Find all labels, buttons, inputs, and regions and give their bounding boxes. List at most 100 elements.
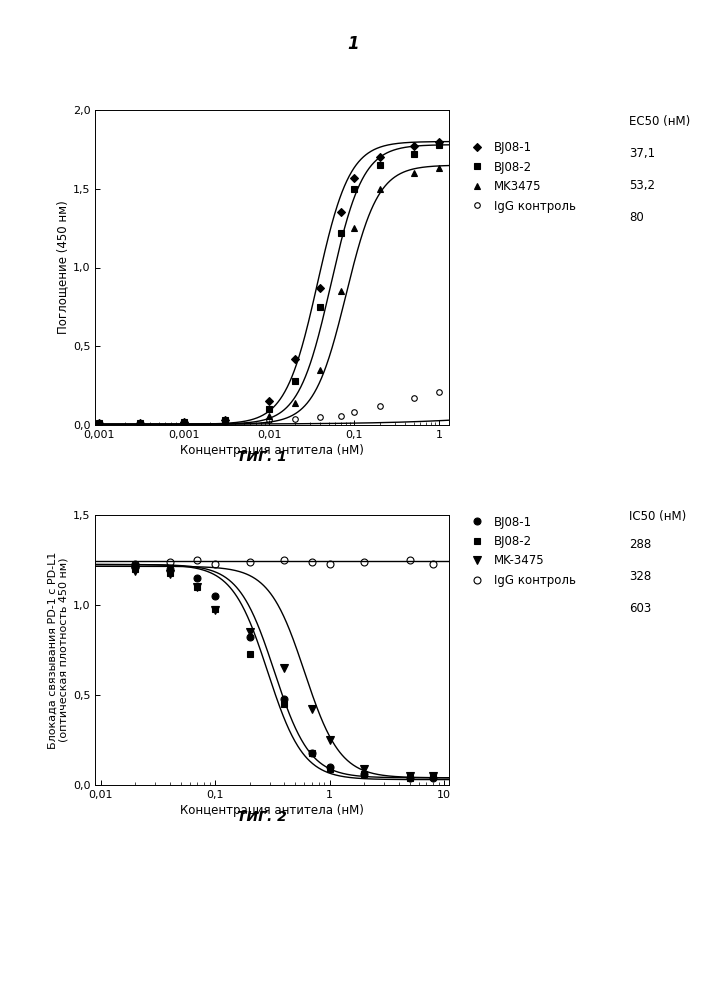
ВЈ08-1 xyxy=(325,761,334,773)
ВЈ08-2 xyxy=(180,416,189,428)
X-axis label: Концентрация антитела (нМ): Концентрация антитела (нМ) xyxy=(180,804,364,817)
ВЈ08-1 xyxy=(131,559,139,571)
ВЈ08-2 xyxy=(280,698,288,710)
ВЈ08-1 xyxy=(221,414,229,426)
IgG контроль xyxy=(136,417,144,429)
ВЈ08-1 xyxy=(193,572,201,584)
ВЈ08-2 xyxy=(136,417,144,429)
Line: ВЈ08-1: ВЈ08-1 xyxy=(97,139,442,426)
МK3475 xyxy=(435,162,443,174)
ВЈ08-1 xyxy=(316,282,325,294)
МK-3475 xyxy=(211,604,219,616)
МK3475 xyxy=(221,414,229,426)
Line: МK-3475: МK-3475 xyxy=(131,567,437,780)
Text: ΤИГ. 2: ΤИГ. 2 xyxy=(237,810,286,824)
IgG контроль xyxy=(131,558,139,570)
IgG контроль xyxy=(337,410,345,422)
Y-axis label: Блокада связывания PD-1 с PD-L1
(оптическая плотность 450 нм): Блокада связывания PD-1 с PD-L1 (оптичес… xyxy=(47,551,69,749)
ВЈ08-2 xyxy=(95,417,104,429)
ВЈ08-1 xyxy=(265,395,274,407)
ВЈ08-2 xyxy=(308,747,316,759)
МK3475 xyxy=(95,417,104,429)
МK3475 xyxy=(409,167,418,179)
МK-3475 xyxy=(308,703,316,715)
МK3475 xyxy=(291,397,299,409)
МK-3475 xyxy=(406,770,414,782)
ВЈ08-2 xyxy=(350,183,358,195)
ВЈ08-2 xyxy=(325,763,334,775)
IgG контроль xyxy=(193,554,201,566)
ВЈ08-1 xyxy=(180,416,189,428)
ВЈ08-2 xyxy=(360,768,368,780)
Line: ВЈ08-2: ВЈ08-2 xyxy=(132,566,437,781)
ВЈ08-2 xyxy=(291,375,299,387)
IgG контроль xyxy=(406,554,414,566)
ВЈ08-2 xyxy=(375,159,384,171)
Y-axis label: Поглощение (450 нм): Поглощение (450 нм) xyxy=(56,201,69,334)
IgG контроль xyxy=(280,554,288,566)
ВЈ08-2 xyxy=(165,567,174,579)
ВЈ08-1 xyxy=(280,693,288,705)
Text: 1: 1 xyxy=(348,35,359,53)
МK3475 xyxy=(316,364,325,376)
IgG контроль xyxy=(245,556,254,568)
ВЈ08-2 xyxy=(211,603,219,615)
IgG контроль xyxy=(265,414,274,426)
ВЈ08-1 xyxy=(360,768,368,780)
IgG контроль xyxy=(180,417,189,429)
ВЈ08-1 xyxy=(409,140,418,152)
IgG контроль xyxy=(211,558,219,570)
ВЈ08-1 xyxy=(245,631,254,643)
ВЈ08-1 xyxy=(291,353,299,365)
МK3475 xyxy=(180,416,189,428)
IgG контроль xyxy=(308,556,316,568)
ВЈ08-2 xyxy=(131,563,139,575)
МK-3475 xyxy=(165,568,174,580)
IgG контроль xyxy=(291,413,299,425)
ВЈ08-2 xyxy=(409,148,418,160)
ВЈ08-1 xyxy=(375,151,384,163)
IgG контроль xyxy=(375,400,384,412)
IgG контроль xyxy=(409,392,418,404)
Text: 53,2: 53,2 xyxy=(629,178,655,192)
ВЈ08-2 xyxy=(245,648,254,660)
ВЈ08-1 xyxy=(165,563,174,575)
X-axis label: Концентрация антитела (нМ): Концентрация антитела (нМ) xyxy=(180,444,364,457)
Text: 288: 288 xyxy=(629,538,651,552)
Text: 603: 603 xyxy=(629,602,651,615)
IgG контроль xyxy=(429,558,438,570)
IgG контроль xyxy=(316,411,325,423)
МK3475 xyxy=(337,285,345,297)
МK-3475 xyxy=(245,626,254,638)
Text: 328: 328 xyxy=(629,570,651,584)
Line: ВЈ08-2: ВЈ08-2 xyxy=(97,142,442,426)
Text: ΤИГ. 1: ΤИГ. 1 xyxy=(237,450,286,464)
ВЈ08-2 xyxy=(337,227,345,239)
ВЈ08-2 xyxy=(265,403,274,415)
Line: МK3475: МK3475 xyxy=(97,165,442,426)
ВЈ08-1 xyxy=(350,172,358,184)
ВЈ08-2 xyxy=(316,301,325,313)
ВЈ08-1 xyxy=(337,206,345,218)
ВЈ08-2 xyxy=(221,414,229,426)
Text: EC50 (нМ): EC50 (нМ) xyxy=(629,115,691,128)
IgG контроль xyxy=(95,417,104,429)
МK3475 xyxy=(265,410,274,422)
IgG контроль xyxy=(350,406,358,418)
ВЈ08-1 xyxy=(429,772,438,784)
IgG контроль xyxy=(435,386,443,398)
IgG контроль xyxy=(221,416,229,428)
МK3475 xyxy=(375,183,384,195)
МK-3475 xyxy=(429,770,438,782)
Legend: ВЈ08-1, ВЈ08-2, МK-3475, IgG контроль: ВЈ08-1, ВЈ08-2, МK-3475, IgG контроль xyxy=(465,516,575,587)
Legend: ВЈ08-1, ВЈ08-2, МK3475, IgG контроль: ВЈ08-1, ВЈ08-2, МK3475, IgG контроль xyxy=(465,141,575,213)
МK3475 xyxy=(350,222,358,234)
МK-3475 xyxy=(360,763,368,775)
ВЈ08-1 xyxy=(136,417,144,429)
ВЈ08-1 xyxy=(308,747,316,759)
IgG контроль xyxy=(325,558,334,570)
Text: 37,1: 37,1 xyxy=(629,147,655,160)
Line: IgG контроль: IgG контроль xyxy=(97,389,442,426)
МK-3475 xyxy=(193,581,201,593)
Line: IgG контроль: IgG контроль xyxy=(132,557,437,567)
